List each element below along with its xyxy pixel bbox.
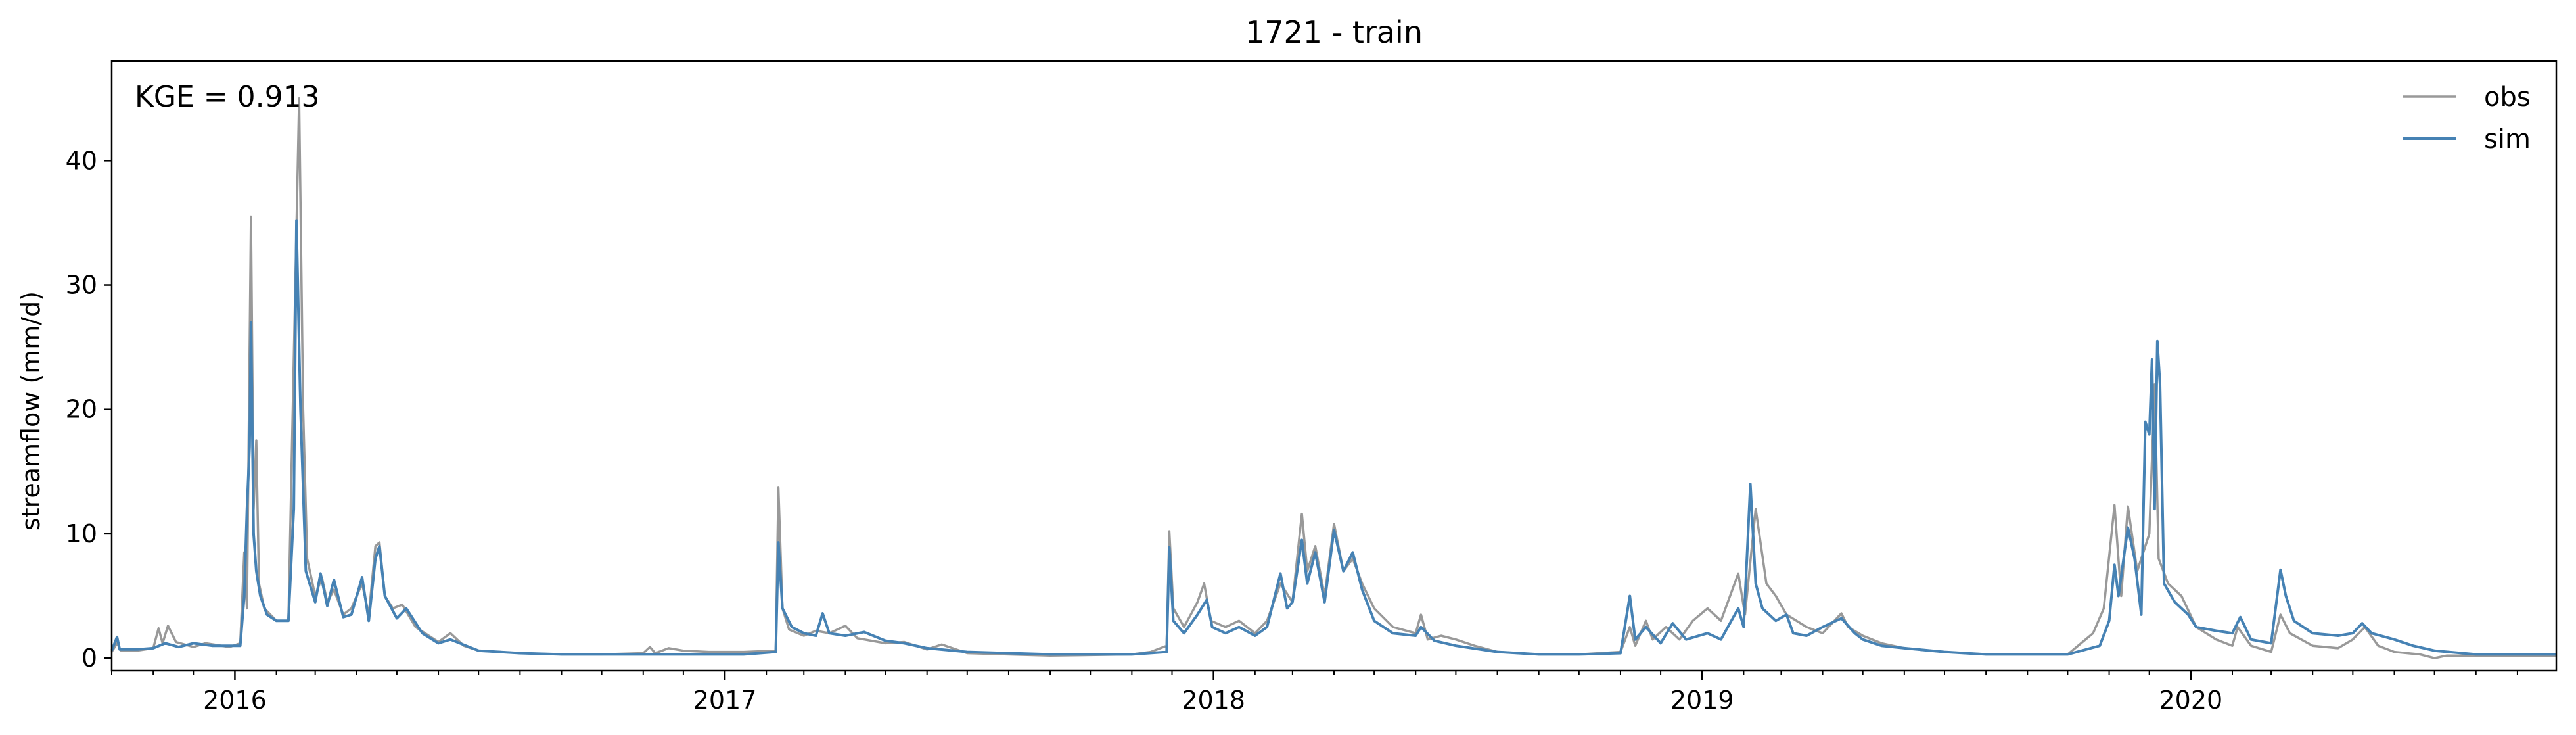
y-tick-label: 10 [66, 519, 97, 548]
legend-sim-label: sim [2484, 124, 2531, 154]
series-layer [110, 97, 2556, 659]
kge-annotation: KGE = 0.913 [135, 80, 320, 114]
y-axis-label: streamflow (mm/d) [16, 291, 45, 531]
x-tick-label: 2019 [1670, 686, 1734, 715]
legend: obs sim [2403, 82, 2531, 154]
y-tick-label: 40 [66, 146, 97, 175]
legend-obs-label: obs [2484, 82, 2531, 112]
y-tick-label: 0 [81, 644, 97, 673]
series-line-sim [110, 219, 2556, 656]
x-axis: 2016 2017 2018 2019 2020 [111, 671, 2518, 715]
y-axis: 0 10 20 30 40 [66, 146, 112, 673]
x-tick-label: 2016 [203, 686, 267, 715]
chart-title: 1721 - train [1245, 14, 1423, 50]
x-tick-label: 2017 [693, 686, 757, 715]
series-line-obs [110, 97, 2556, 659]
plot-frame [110, 60, 2558, 672]
y-tick-label: 30 [66, 271, 97, 300]
y-tick-label: 20 [66, 395, 97, 424]
x-tick-label: 2020 [2159, 686, 2222, 715]
x-tick-label: 2018 [1182, 686, 1245, 715]
plot-area: KGE = 0.913 [110, 60, 2558, 672]
